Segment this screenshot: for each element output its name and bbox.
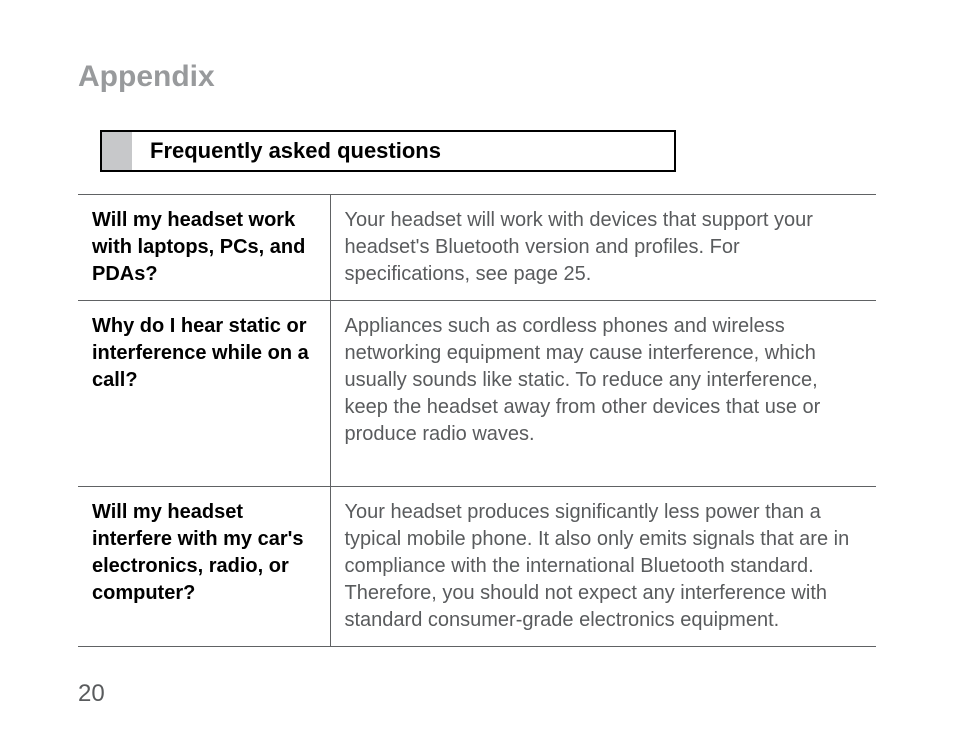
table-row: Will my headset interfere with my car's … [78,486,876,646]
faq-table: Will my headset work with laptops, PCs, … [78,194,876,647]
faq-question: Why do I hear static or interference whi… [78,301,330,461]
faq-answer: Your headset will work with devices that… [330,195,876,301]
table-row: Why do I hear static or interference whi… [78,301,876,461]
page-number: 20 [78,680,105,708]
table-row: Will my headset work with laptops, PCs, … [78,195,876,301]
page-title: Appendix [78,60,876,94]
section-header-box-icon [102,132,132,170]
section-header-label: Frequently asked questions [132,132,674,170]
faq-answer: Your headset produces significantly less… [330,486,876,646]
faq-answer: Appliances such as cordless phones and w… [330,301,876,461]
faq-question: Will my headset interfere with my car's … [78,486,330,646]
table-row-spacer [78,460,876,486]
manual-page: Appendix Frequently asked questions Will… [0,0,954,647]
faq-question: Will my headset work with laptops, PCs, … [78,195,330,301]
section-header: Frequently asked questions [100,130,676,172]
